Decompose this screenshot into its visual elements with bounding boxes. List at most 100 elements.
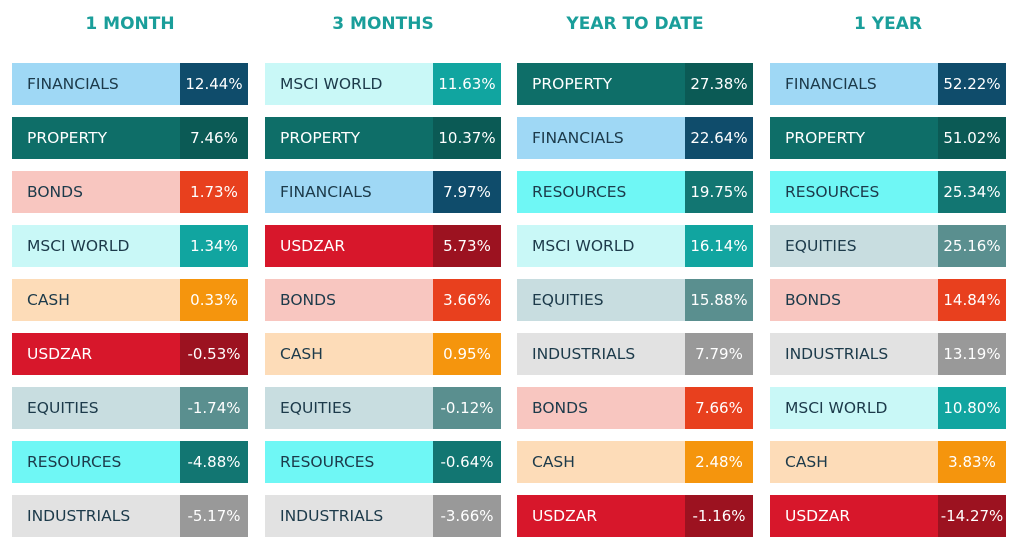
asset-row: CASH 2.48%: [517, 441, 753, 483]
asset-return: 12.44%: [180, 63, 248, 105]
asset-label: USDZAR: [517, 495, 685, 537]
asset-label: MSCI WORLD: [265, 63, 433, 105]
asset-row: USDZAR 5.73%: [265, 225, 501, 267]
asset-label: FINANCIALS: [265, 171, 433, 213]
asset-row: BONDS 3.66%: [265, 279, 501, 321]
asset-label: PROPERTY: [517, 63, 685, 105]
asset-return: 7.66%: [685, 387, 753, 429]
asset-row: PROPERTY 7.46%: [12, 117, 248, 159]
asset-return: 3.83%: [938, 441, 1006, 483]
asset-row: INDUSTRIALS -3.66%: [265, 495, 501, 537]
asset-label: INDUSTRIALS: [770, 333, 938, 375]
asset-return: 25.16%: [938, 225, 1006, 267]
asset-row: CASH 0.33%: [12, 279, 248, 321]
asset-return: -4.88%: [180, 441, 248, 483]
asset-label: MSCI WORLD: [12, 225, 180, 267]
asset-label: RESOURCES: [517, 171, 685, 213]
period-title: 3 MONTHS: [332, 14, 434, 34]
asset-row: MSCI WORLD 10.80%: [770, 387, 1006, 429]
asset-row: BONDS 1.73%: [12, 171, 248, 213]
asset-row: BONDS 14.84%: [770, 279, 1006, 321]
asset-return: 16.14%: [685, 225, 753, 267]
asset-label: PROPERTY: [265, 117, 433, 159]
asset-label: INDUSTRIALS: [265, 495, 433, 537]
asset-return: 7.97%: [433, 171, 501, 213]
asset-row: PROPERTY 27.38%: [517, 63, 753, 105]
asset-row: USDZAR -0.53%: [12, 333, 248, 375]
asset-return: 13.19%: [938, 333, 1006, 375]
asset-return: 25.34%: [938, 171, 1006, 213]
asset-label: FINANCIALS: [12, 63, 180, 105]
asset-row: RESOURCES 19.75%: [517, 171, 753, 213]
asset-return: 15.88%: [685, 279, 753, 321]
asset-return: 2.48%: [685, 441, 753, 483]
asset-label: RESOURCES: [770, 171, 938, 213]
asset-return: 14.84%: [938, 279, 1006, 321]
asset-return: -5.17%: [180, 495, 248, 537]
asset-label: CASH: [12, 279, 180, 321]
asset-return: -1.74%: [180, 387, 248, 429]
asset-label: INDUSTRIALS: [517, 333, 685, 375]
asset-return: 7.79%: [685, 333, 753, 375]
asset-return: 7.46%: [180, 117, 248, 159]
asset-label: PROPERTY: [12, 117, 180, 159]
asset-return: 51.02%: [938, 117, 1006, 159]
asset-row: MSCI WORLD 16.14%: [517, 225, 753, 267]
asset-row: FINANCIALS 52.22%: [770, 63, 1006, 105]
asset-label: CASH: [770, 441, 938, 483]
asset-label: FINANCIALS: [517, 117, 685, 159]
asset-return: -1.16%: [685, 495, 753, 537]
asset-return: 19.75%: [685, 171, 753, 213]
asset-return: 27.38%: [685, 63, 753, 105]
asset-row: EQUITIES -1.74%: [12, 387, 248, 429]
asset-row: MSCI WORLD 1.34%: [12, 225, 248, 267]
asset-row: RESOURCES 25.34%: [770, 171, 1006, 213]
asset-row: FINANCIALS 22.64%: [517, 117, 753, 159]
asset-label: MSCI WORLD: [770, 387, 938, 429]
asset-label: BONDS: [517, 387, 685, 429]
asset-return: 52.22%: [938, 63, 1006, 105]
asset-label: USDZAR: [265, 225, 433, 267]
asset-row: BONDS 7.66%: [517, 387, 753, 429]
asset-row: INDUSTRIALS 13.19%: [770, 333, 1006, 375]
period-title: 1 MONTH: [85, 14, 175, 34]
asset-row: RESOURCES -4.88%: [12, 441, 248, 483]
asset-row: PROPERTY 10.37%: [265, 117, 501, 159]
period-title: YEAR TO DATE: [566, 14, 704, 34]
asset-label: EQUITIES: [265, 387, 433, 429]
asset-return: -0.64%: [433, 441, 501, 483]
asset-label: EQUITIES: [517, 279, 685, 321]
asset-return: 10.37%: [433, 117, 501, 159]
asset-label: RESOURCES: [265, 441, 433, 483]
asset-label: BONDS: [265, 279, 433, 321]
asset-return: -0.12%: [433, 387, 501, 429]
asset-return: 0.33%: [180, 279, 248, 321]
asset-return: 1.34%: [180, 225, 248, 267]
asset-return: -14.27%: [938, 495, 1006, 537]
asset-row: INDUSTRIALS -5.17%: [12, 495, 248, 537]
asset-label: MSCI WORLD: [517, 225, 685, 267]
asset-label: PROPERTY: [770, 117, 938, 159]
asset-return: 1.73%: [180, 171, 248, 213]
asset-label: EQUITIES: [12, 387, 180, 429]
asset-label: EQUITIES: [770, 225, 938, 267]
asset-row: EQUITIES 15.88%: [517, 279, 753, 321]
asset-row: USDZAR -1.16%: [517, 495, 753, 537]
asset-row: EQUITIES 25.16%: [770, 225, 1006, 267]
asset-row: FINANCIALS 7.97%: [265, 171, 501, 213]
asset-row: CASH 0.95%: [265, 333, 501, 375]
period-title: 1 YEAR: [854, 14, 922, 34]
asset-label: FINANCIALS: [770, 63, 938, 105]
asset-row: CASH 3.83%: [770, 441, 1006, 483]
asset-return: 22.64%: [685, 117, 753, 159]
asset-label: USDZAR: [12, 333, 180, 375]
asset-return: 0.95%: [433, 333, 501, 375]
asset-return: 5.73%: [433, 225, 501, 267]
asset-row: MSCI WORLD 11.63%: [265, 63, 501, 105]
asset-row: USDZAR -14.27%: [770, 495, 1006, 537]
asset-label: BONDS: [12, 171, 180, 213]
asset-label: RESOURCES: [12, 441, 180, 483]
asset-return: 3.66%: [433, 279, 501, 321]
asset-return: 11.63%: [433, 63, 501, 105]
